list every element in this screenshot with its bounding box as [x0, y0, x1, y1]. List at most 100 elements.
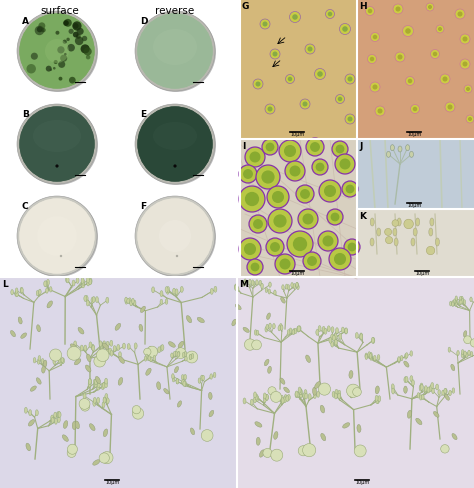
- Ellipse shape: [410, 152, 413, 158]
- Ellipse shape: [130, 301, 132, 306]
- Ellipse shape: [105, 382, 108, 388]
- Circle shape: [463, 62, 467, 67]
- Ellipse shape: [404, 361, 409, 367]
- Circle shape: [45, 40, 69, 64]
- Text: 10μm: 10μm: [355, 479, 369, 484]
- Ellipse shape: [61, 358, 64, 363]
- Circle shape: [243, 170, 253, 180]
- Ellipse shape: [177, 351, 180, 357]
- Circle shape: [347, 243, 356, 252]
- Circle shape: [298, 446, 309, 456]
- Circle shape: [247, 260, 263, 275]
- Circle shape: [346, 185, 355, 194]
- Ellipse shape: [47, 301, 53, 308]
- Ellipse shape: [255, 280, 258, 285]
- Ellipse shape: [176, 379, 179, 384]
- Circle shape: [318, 231, 338, 251]
- Ellipse shape: [405, 377, 408, 383]
- Ellipse shape: [283, 387, 290, 393]
- Ellipse shape: [287, 285, 290, 290]
- Circle shape: [59, 78, 63, 81]
- Circle shape: [54, 61, 58, 65]
- Circle shape: [342, 27, 348, 33]
- Ellipse shape: [370, 353, 372, 358]
- Ellipse shape: [153, 30, 197, 66]
- Ellipse shape: [291, 283, 293, 288]
- Ellipse shape: [51, 417, 54, 423]
- Circle shape: [137, 107, 213, 182]
- Circle shape: [135, 12, 215, 92]
- Circle shape: [144, 348, 151, 356]
- Ellipse shape: [20, 288, 23, 293]
- Circle shape: [19, 14, 95, 89]
- Circle shape: [265, 105, 275, 115]
- Ellipse shape: [296, 283, 298, 288]
- Ellipse shape: [51, 415, 54, 421]
- Circle shape: [322, 236, 334, 247]
- Ellipse shape: [295, 391, 298, 397]
- Ellipse shape: [251, 280, 254, 285]
- Ellipse shape: [327, 326, 330, 332]
- Circle shape: [404, 220, 413, 229]
- Circle shape: [239, 186, 265, 213]
- Circle shape: [280, 259, 291, 270]
- Bar: [240, 140, 357, 278]
- Ellipse shape: [134, 343, 137, 349]
- Circle shape: [66, 39, 70, 42]
- Ellipse shape: [93, 398, 96, 404]
- Circle shape: [373, 36, 377, 40]
- Ellipse shape: [376, 398, 379, 404]
- Ellipse shape: [419, 395, 422, 400]
- Circle shape: [319, 383, 330, 395]
- Circle shape: [101, 452, 113, 464]
- Ellipse shape: [406, 145, 410, 151]
- Ellipse shape: [197, 318, 204, 323]
- Ellipse shape: [156, 382, 161, 390]
- Circle shape: [438, 28, 442, 32]
- Ellipse shape: [317, 391, 319, 398]
- Circle shape: [370, 83, 380, 93]
- Ellipse shape: [152, 287, 155, 293]
- Circle shape: [305, 45, 315, 55]
- Ellipse shape: [91, 298, 94, 304]
- Ellipse shape: [174, 366, 179, 373]
- Ellipse shape: [265, 394, 268, 401]
- Circle shape: [137, 14, 213, 89]
- Circle shape: [346, 385, 360, 398]
- Ellipse shape: [118, 357, 125, 364]
- Circle shape: [284, 145, 296, 158]
- Ellipse shape: [70, 344, 77, 350]
- Ellipse shape: [349, 371, 353, 379]
- Circle shape: [253, 220, 263, 229]
- Ellipse shape: [268, 289, 271, 294]
- Ellipse shape: [186, 316, 191, 323]
- Ellipse shape: [287, 395, 290, 401]
- Ellipse shape: [292, 330, 295, 335]
- Ellipse shape: [452, 302, 454, 307]
- Ellipse shape: [322, 326, 325, 333]
- Ellipse shape: [105, 378, 108, 385]
- Ellipse shape: [172, 377, 175, 382]
- Circle shape: [73, 24, 79, 30]
- Ellipse shape: [173, 288, 175, 295]
- Ellipse shape: [153, 123, 197, 151]
- Ellipse shape: [248, 280, 251, 285]
- Ellipse shape: [173, 352, 176, 357]
- Circle shape: [53, 68, 55, 70]
- Ellipse shape: [166, 289, 169, 295]
- Circle shape: [58, 61, 65, 69]
- Ellipse shape: [273, 290, 276, 295]
- Circle shape: [273, 215, 287, 228]
- Circle shape: [287, 231, 313, 258]
- Ellipse shape: [44, 281, 47, 287]
- Ellipse shape: [280, 325, 283, 331]
- Ellipse shape: [158, 347, 161, 353]
- Ellipse shape: [297, 285, 299, 290]
- Circle shape: [296, 185, 314, 203]
- Ellipse shape: [398, 357, 400, 362]
- Ellipse shape: [33, 358, 36, 363]
- Ellipse shape: [78, 327, 84, 334]
- Ellipse shape: [244, 279, 246, 285]
- Ellipse shape: [161, 345, 164, 351]
- Circle shape: [38, 23, 46, 30]
